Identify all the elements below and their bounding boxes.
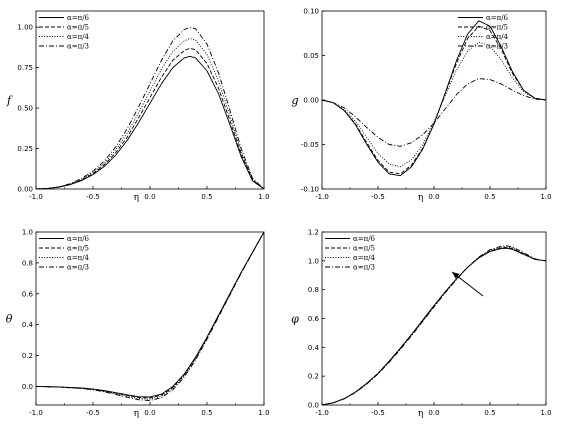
- legend-label: α=π/3: [67, 43, 89, 51]
- x-tick-label: 0.0: [428, 409, 439, 417]
- y-tick-label: 0.10: [303, 8, 319, 16]
- series-line-1: [321, 247, 547, 406]
- series-line-3: [321, 41, 547, 168]
- x-tick-label: -0.5: [86, 193, 100, 201]
- chart-panel-f: -1.0 -0.5 0.0 0.5 1.0 0.00 0.25 0.50 0.75 1.00 η f α…: [6, 10, 270, 203]
- plot-frame: [321, 10, 547, 190]
- legend: α=π/6 α=π/5α=π/4 α=π/3: [39, 14, 90, 51]
- x-tick-label: 1.0: [258, 409, 269, 417]
- x-tick-label: -1.0: [315, 409, 329, 417]
- x-axis-label: η: [418, 193, 423, 203]
- legend-label: α=π/6: [486, 14, 509, 22]
- x-tick-label: 0.5: [484, 409, 495, 417]
- legend-label: α=π/4: [353, 254, 376, 262]
- y-tick-label: 1.0: [22, 229, 33, 237]
- y-tick-label: 0.05: [303, 52, 319, 60]
- y-axis-label: θ: [6, 313, 13, 326]
- x-tick-label: 0.5: [201, 409, 212, 417]
- x-axis-label: η: [134, 193, 139, 203]
- y-axis-label: φ: [291, 313, 299, 326]
- y-tick-label: 0.75: [17, 64, 33, 72]
- chart-panel-g: -1.0 -0.5 0.0 0.5 1.0 -0.10 -0.05 0.00 0.05 0.10 η…: [291, 8, 551, 204]
- legend-label: α=π/6: [67, 14, 90, 22]
- y-axis-label: g: [291, 94, 298, 107]
- legend-label: α=π/5: [486, 24, 508, 32]
- legend-label: α=π/3: [486, 43, 508, 51]
- x-tick-label: -1.0: [315, 193, 329, 201]
- legend-label: α=π/6: [353, 235, 376, 243]
- x-tick-label: -0.5: [86, 409, 100, 417]
- x-tick-label: 1.0: [540, 409, 551, 417]
- chart-panel-theta: -1.0 -0.5 0.0 0.5 1.0 0.0 0.2 0.4 0.6 0.8 1.0 η θ α=π…: [6, 229, 270, 420]
- y-tick-label: 0.8: [308, 286, 319, 294]
- x-tick-label: 1.0: [258, 193, 269, 201]
- x-tick-label: 0.0: [144, 193, 155, 201]
- series-line-2: [35, 47, 265, 190]
- chart-panel-phi: -1.0 -0.5 0.0 0.5 1.0 0.0 0.2 0.4 0.6 0.8 1.0 1.2 η φ…: [291, 229, 551, 420]
- y-tick-label: 0.25: [17, 145, 33, 153]
- x-tick-label: -0.5: [371, 409, 385, 417]
- legend-label: α=π/5: [67, 245, 89, 253]
- x-tick-label: 1.0: [540, 193, 551, 201]
- y-tick-label: 0.00: [17, 186, 33, 194]
- y-tick-label: 1.2: [308, 229, 319, 237]
- series-line-4: [35, 231, 265, 401]
- series-line-3: [35, 38, 265, 190]
- y-tick-label: 0.6: [22, 290, 34, 298]
- increasing-alpha-arrow: [451, 271, 484, 297]
- legend-label: α=π/5: [67, 24, 89, 32]
- y-tick-label: 0.4: [308, 344, 320, 352]
- x-tick-label: 0.5: [201, 193, 212, 201]
- series-line-2: [35, 231, 265, 399]
- y-tick-label: 0.2: [22, 352, 33, 360]
- y-tick-label: -0.10: [301, 186, 319, 194]
- x-tick-label: 0.0: [428, 193, 439, 201]
- legend-label: α=π/5: [353, 245, 375, 253]
- y-tick-label: 1.0: [308, 257, 319, 265]
- series-line-1: [321, 20, 547, 177]
- x-tick-label: 0.5: [484, 193, 495, 201]
- x-tick-label: 0.0: [144, 409, 155, 417]
- x-axis-label: η: [134, 409, 139, 419]
- legend-label: α=π/4: [67, 33, 90, 41]
- series-line-4: [321, 245, 547, 406]
- series-line-4: [35, 26, 265, 190]
- y-tick-label: 0.8: [22, 259, 33, 267]
- x-tick-label: -0.5: [371, 193, 385, 201]
- y-tick-label: 0.0: [308, 402, 319, 410]
- series-line-2: [321, 25, 547, 175]
- y-tick-label: 0.0: [22, 383, 33, 391]
- y-tick-label: 0.4: [22, 321, 34, 329]
- legend: α=π/6 α=π/5α=π/4 α=π/3: [39, 235, 90, 272]
- y-tick-label: 0.00: [303, 97, 319, 105]
- legend-label: α=π/4: [67, 254, 90, 262]
- y-tick-label: 0.2: [308, 373, 319, 381]
- y-axis-label: f: [6, 94, 13, 107]
- series-line-4: [321, 78, 547, 147]
- legend-label: α=π/3: [67, 264, 89, 272]
- y-tick-label: 0.50: [17, 105, 33, 113]
- legend: α=π/6 α=π/5α=π/4 α=π/3: [325, 235, 376, 272]
- series-line-1: [35, 55, 265, 190]
- x-axis-label: η: [418, 409, 423, 419]
- x-tick-label: -1.0: [29, 193, 43, 201]
- legend: α=π/6 α=π/5α=π/4 α=π/3: [458, 14, 509, 51]
- x-tick-label: -1.0: [29, 409, 43, 417]
- legend-label: α=π/4: [486, 33, 509, 41]
- y-tick-label: 1.00: [17, 24, 33, 32]
- y-tick-label: -0.05: [301, 141, 319, 149]
- legend-label: α=π/6: [67, 235, 90, 243]
- y-tick-label: 0.6: [308, 315, 320, 323]
- legend-label: α=π/3: [353, 264, 375, 272]
